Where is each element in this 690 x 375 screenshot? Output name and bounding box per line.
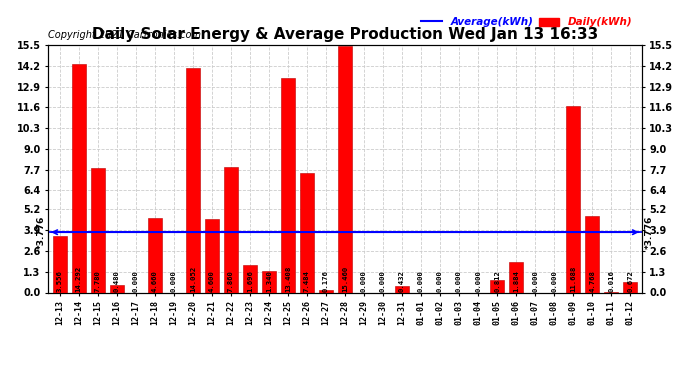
Bar — [90, 168, 105, 292]
Text: 0.000: 0.000 — [456, 270, 462, 292]
Bar — [148, 218, 162, 292]
Text: *3.776: *3.776 — [37, 216, 46, 249]
Text: 1.884: 1.884 — [513, 270, 519, 292]
Bar — [585, 216, 600, 292]
Bar — [281, 78, 295, 292]
Title: Daily Solar Energy & Average Production Wed Jan 13 16:33: Daily Solar Energy & Average Production … — [92, 27, 598, 42]
Text: 1.340: 1.340 — [266, 270, 272, 292]
Text: 0.000: 0.000 — [132, 270, 139, 292]
Text: 0.812: 0.812 — [494, 270, 500, 292]
Text: *3.776: *3.776 — [644, 216, 653, 249]
Bar — [566, 106, 580, 292]
Text: 0.016: 0.016 — [609, 270, 614, 292]
Text: 7.860: 7.860 — [228, 270, 234, 292]
Text: Copyright 2021 Cartronics.com: Copyright 2021 Cartronics.com — [48, 30, 201, 40]
Text: 15.460: 15.460 — [342, 266, 348, 292]
Text: 0.000: 0.000 — [437, 270, 443, 292]
Text: 1.696: 1.696 — [247, 270, 253, 292]
Bar — [262, 271, 276, 292]
Bar — [110, 285, 124, 292]
Bar — [243, 266, 257, 292]
Text: 0.480: 0.480 — [114, 270, 120, 292]
Text: 0.000: 0.000 — [532, 270, 538, 292]
Text: 0.672: 0.672 — [627, 270, 633, 292]
Bar — [72, 64, 86, 292]
Text: 3.556: 3.556 — [57, 270, 63, 292]
Bar — [186, 68, 200, 292]
Text: 0.000: 0.000 — [171, 270, 177, 292]
Bar — [205, 219, 219, 292]
Text: 0.000: 0.000 — [380, 270, 386, 292]
Legend: Average(kWh), Daily(kWh): Average(kWh), Daily(kWh) — [417, 13, 636, 32]
Text: 0.000: 0.000 — [361, 270, 367, 292]
Text: 11.688: 11.688 — [570, 266, 576, 292]
Bar — [490, 279, 504, 292]
Bar — [338, 46, 352, 292]
Text: 0.000: 0.000 — [418, 270, 424, 292]
Text: 0.000: 0.000 — [551, 270, 558, 292]
Bar — [319, 290, 333, 292]
Text: 14.052: 14.052 — [190, 266, 196, 292]
Text: 13.408: 13.408 — [285, 266, 291, 292]
Text: 7.780: 7.780 — [95, 270, 101, 292]
Bar — [224, 167, 238, 292]
Bar — [623, 282, 638, 292]
Text: 0.176: 0.176 — [323, 270, 329, 292]
Text: 0.000: 0.000 — [475, 270, 481, 292]
Text: 4.660: 4.660 — [152, 270, 158, 292]
Bar — [509, 262, 523, 292]
Text: 4.768: 4.768 — [589, 270, 595, 292]
Bar — [395, 286, 409, 292]
Bar — [52, 236, 67, 292]
Text: 4.600: 4.600 — [209, 270, 215, 292]
Text: 7.484: 7.484 — [304, 270, 310, 292]
Text: 14.292: 14.292 — [76, 266, 81, 292]
Text: 0.432: 0.432 — [399, 270, 405, 292]
Bar — [300, 173, 314, 292]
